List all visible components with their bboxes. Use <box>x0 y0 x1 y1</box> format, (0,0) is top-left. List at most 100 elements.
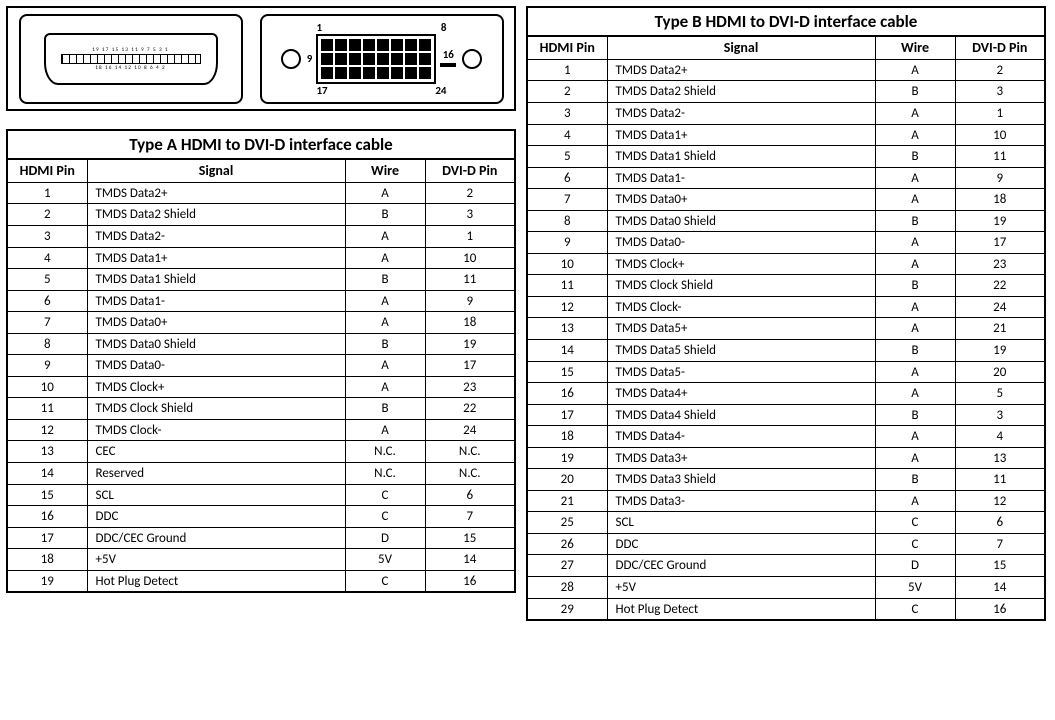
cell-signal: TMDS Data2- <box>87 225 345 247</box>
cell-dvi-pin: 15 <box>955 555 1045 577</box>
table-row: 18TMDS Data4-A4 <box>527 426 1045 448</box>
cell-wire: A <box>875 102 955 124</box>
cell-wire: D <box>345 527 425 549</box>
cell-wire: A <box>875 189 955 211</box>
cell-signal: TMDS Clock- <box>87 419 345 441</box>
cell-dvi-pin: 16 <box>955 598 1045 620</box>
cell-wire: B <box>875 340 955 362</box>
cell-signal: TMDS Data2- <box>607 102 875 124</box>
cell-hdmi-pin: 12 <box>7 419 87 441</box>
cell-dvi-pin: 15 <box>425 527 515 549</box>
cell-wire: B <box>345 204 425 226</box>
cell-dvi-pin: 18 <box>955 189 1045 211</box>
cell-wire: C <box>345 570 425 592</box>
cell-dvi-pin: 18 <box>425 312 515 334</box>
cell-dvi-pin: 1 <box>425 225 515 247</box>
type-a-title: Type A HDMI to DVI-D interface cable <box>6 129 516 158</box>
table-row: 27DDC/CEC GroundD15 <box>527 555 1045 577</box>
cell-wire: B <box>875 404 955 426</box>
cell-wire: 5V <box>875 577 955 599</box>
cell-wire: C <box>875 598 955 620</box>
dvi-label-24: 24 <box>435 84 446 97</box>
table-row: 9TMDS Data0-A17 <box>7 355 515 377</box>
cell-hdmi-pin: 13 <box>527 318 607 340</box>
cell-dvi-pin: 11 <box>425 269 515 291</box>
cell-dvi-pin: 24 <box>955 296 1045 318</box>
table-row: 16TMDS Data4+A5 <box>527 383 1045 405</box>
cell-dvi-pin: 23 <box>955 253 1045 275</box>
table-row: 4TMDS Data1+A10 <box>527 124 1045 146</box>
cell-hdmi-pin: 8 <box>527 210 607 232</box>
cell-signal: TMDS Data3- <box>607 490 875 512</box>
table-row: 14ReservedN.C.N.C. <box>7 463 515 485</box>
cell-signal: TMDS Data2+ <box>87 182 345 204</box>
cell-signal: TMDS Data1 Shield <box>87 269 345 291</box>
table-row: 15TMDS Data5-A20 <box>527 361 1045 383</box>
cell-wire: C <box>875 533 955 555</box>
cell-wire: B <box>875 146 955 168</box>
cell-signal: TMDS Data1 Shield <box>607 146 875 168</box>
cell-dvi-pin: 3 <box>955 81 1045 103</box>
cell-signal: TMDS Clock- <box>607 296 875 318</box>
cell-dvi-pin: 6 <box>425 484 515 506</box>
cell-hdmi-pin: 28 <box>527 577 607 599</box>
table-row: 15SCLC6 <box>7 484 515 506</box>
cell-dvi-pin: 3 <box>425 204 515 226</box>
table-row: 8TMDS Data0 ShieldB19 <box>7 333 515 355</box>
cell-dvi-pin: 2 <box>425 182 515 204</box>
cell-hdmi-pin: 15 <box>7 484 87 506</box>
cell-dvi-pin: N.C. <box>425 441 515 463</box>
cell-hdmi-pin: 17 <box>7 527 87 549</box>
cell-dvi-pin: 3 <box>955 404 1045 426</box>
cell-wire: A <box>345 182 425 204</box>
dvi-label-17: 17 <box>316 84 327 97</box>
cell-wire: C <box>875 512 955 534</box>
cell-signal: TMDS Clock+ <box>607 253 875 275</box>
cell-signal: TMDS Data2+ <box>607 59 875 81</box>
cell-hdmi-pin: 9 <box>527 232 607 254</box>
table-row: 7TMDS Data0+A18 <box>527 189 1045 211</box>
cell-dvi-pin: 14 <box>955 577 1045 599</box>
cell-wire: A <box>875 318 955 340</box>
cell-signal: SCL <box>87 484 345 506</box>
cell-dvi-pin: 7 <box>425 506 515 528</box>
cell-dvi-pin: 17 <box>425 355 515 377</box>
cell-hdmi-pin: 18 <box>7 549 87 571</box>
cell-dvi-pin: 9 <box>955 167 1045 189</box>
table-row: 10TMDS Clock+A23 <box>7 376 515 398</box>
cell-hdmi-pin: 7 <box>527 189 607 211</box>
dvi-label-1: 1 <box>316 21 322 34</box>
table-row: 17TMDS Data4 ShieldB3 <box>527 404 1045 426</box>
table-row: 25SCLC6 <box>527 512 1045 534</box>
cell-signal: TMDS Data3+ <box>607 447 875 469</box>
cell-signal: TMDS Data1- <box>87 290 345 312</box>
cell-signal: SCL <box>607 512 875 534</box>
cell-wire: C <box>345 484 425 506</box>
table-row: 21TMDS Data3-A12 <box>527 490 1045 512</box>
cell-signal: TMDS Data2 Shield <box>607 81 875 103</box>
cell-dvi-pin: 16 <box>425 570 515 592</box>
col-dvi-pin: DVI-D Pin <box>955 36 1045 59</box>
dvi-screw-icon <box>281 49 301 69</box>
cell-dvi-pin: 4 <box>955 426 1045 448</box>
cell-signal: TMDS Data0 Shield <box>607 210 875 232</box>
cell-hdmi-pin: 13 <box>7 441 87 463</box>
table-row: 29Hot Plug DetectC16 <box>527 598 1045 620</box>
table-header-row: HDMI Pin Signal Wire DVI-D Pin <box>527 36 1045 59</box>
cell-signal: Hot Plug Detect <box>607 598 875 620</box>
cell-signal: CEC <box>87 441 345 463</box>
cell-wire: A <box>875 447 955 469</box>
cell-hdmi-pin: 6 <box>7 290 87 312</box>
table-row: 3TMDS Data2-A1 <box>7 225 515 247</box>
table-row: 11TMDS Clock ShieldB22 <box>527 275 1045 297</box>
col-hdmi-pin: HDMI Pin <box>7 159 87 182</box>
cell-wire: A <box>875 167 955 189</box>
cell-dvi-pin: 11 <box>955 469 1045 491</box>
table-row: 11TMDS Clock ShieldB22 <box>7 398 515 420</box>
cell-wire: N.C. <box>345 463 425 485</box>
cell-wire: B <box>875 275 955 297</box>
cell-signal: TMDS Data5 Shield <box>607 340 875 362</box>
cell-hdmi-pin: 14 <box>7 463 87 485</box>
cell-hdmi-pin: 10 <box>7 376 87 398</box>
table-row: 14TMDS Data5 ShieldB19 <box>527 340 1045 362</box>
